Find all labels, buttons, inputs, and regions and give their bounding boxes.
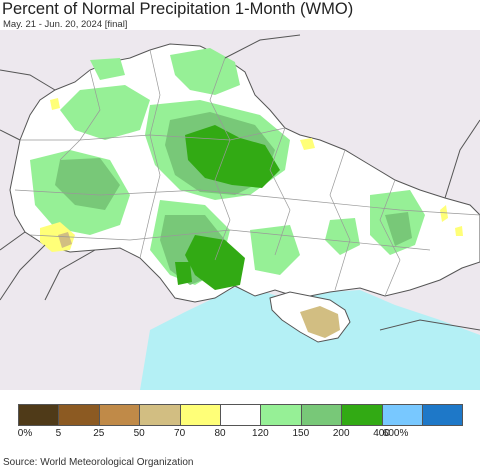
legend-tick-label: 70 <box>174 428 186 439</box>
legend-tick-label: 200 <box>332 428 350 439</box>
source-credit: Source: World Meteorological Organizatio… <box>3 457 194 468</box>
legend-tick-label: 400 <box>373 428 390 439</box>
legend-swatch <box>381 404 423 426</box>
page-title: Percent of Normal Precipitation 1-Month … <box>2 0 354 18</box>
date-range: May. 21 - Jun. 20, 2024 [final] <box>3 19 128 30</box>
crimea-dry-patch <box>300 306 340 338</box>
legend-tick-label: 25 <box>93 428 105 439</box>
legend-swatch <box>300 404 343 426</box>
legend-tick-label: 600% <box>382 428 409 439</box>
legend-tick-label: 80 <box>214 428 226 439</box>
legend-swatch <box>139 404 181 426</box>
legend-swatch <box>179 404 221 426</box>
legend-swatch <box>341 404 383 426</box>
legend-swatch <box>18 404 60 426</box>
legend-swatch <box>422 404 464 426</box>
country-borders <box>0 34 480 331</box>
legend-swatch <box>220 404 262 426</box>
precip-200-400 <box>175 125 280 290</box>
precip-50-70 <box>58 232 72 248</box>
legend-tick-label: 5 <box>55 428 62 439</box>
legend-swatch <box>58 404 100 426</box>
oblast-borders <box>14 49 480 297</box>
legend-tick-label: 150 <box>292 428 310 439</box>
precipitation-map <box>0 30 480 390</box>
legend-tick-label: 120 <box>252 428 269 439</box>
legend-swatch <box>98 404 141 426</box>
legend-swatch <box>260 404 302 426</box>
legend-tick-label: 0% <box>17 428 33 439</box>
color-legend: 0% 5 25 50 70 80 120 150 200 400 600% <box>0 392 480 442</box>
legend-tick-label: 50 <box>133 428 145 439</box>
